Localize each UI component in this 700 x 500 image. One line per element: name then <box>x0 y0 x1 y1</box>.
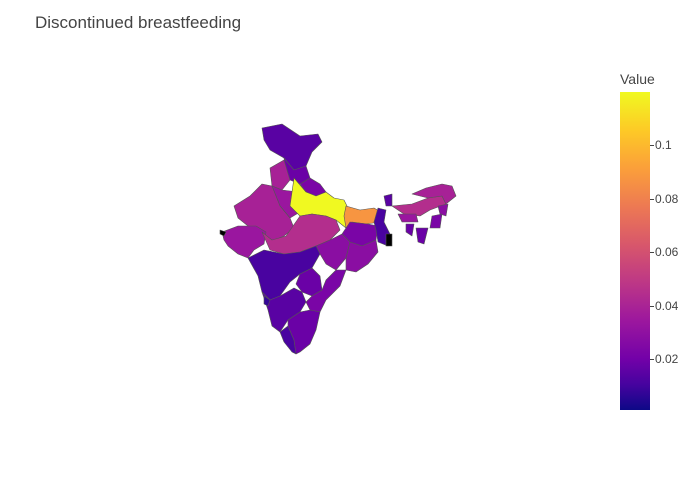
region-punjab[interactable] <box>269 159 291 191</box>
colorbar-tick-mark <box>650 198 654 200</box>
region-gujarat[interactable] <box>221 225 267 259</box>
gujarat-coast-fragment <box>219 229 227 237</box>
region-goa[interactable] <box>263 295 271 307</box>
colorbar-tick-mark <box>650 252 654 254</box>
region-meghalaya[interactable] <box>397 213 419 223</box>
colorbar-tick-mark <box>650 305 654 307</box>
region-tamil-nadu[interactable] <box>287 309 321 355</box>
region-mizoram[interactable] <box>415 227 429 245</box>
colorbar-tick-mark <box>650 145 654 147</box>
colorbar-tick-label: 0.08 <box>655 191 679 206</box>
colorbar-tick-label: 0.02 <box>655 352 679 367</box>
region-karnataka[interactable] <box>261 287 307 333</box>
region-andhra-pradesh[interactable] <box>305 269 347 313</box>
colorbar-tick-label: 0.04 <box>655 298 679 313</box>
region-nagaland[interactable] <box>437 203 449 217</box>
colorbar-title: Value <box>620 71 655 87</box>
colorbar-tick-mark <box>650 359 654 361</box>
region-manipur[interactable] <box>429 213 443 229</box>
chart-title: Discontinued breastfeeding <box>35 13 242 32</box>
sundarbans-fragment <box>385 233 393 247</box>
region-tripura[interactable] <box>405 223 415 237</box>
colorbar-tick-label: 0.1 <box>655 138 672 153</box>
colorbar-tick-label: 0.06 <box>655 245 679 260</box>
colorbar <box>620 92 650 410</box>
region-sikkim[interactable] <box>383 193 393 207</box>
region-arunachal-pradesh[interactable] <box>411 183 457 205</box>
region-odisha[interactable] <box>345 239 379 273</box>
region-jammu-kashmir[interactable] <box>261 123 323 171</box>
